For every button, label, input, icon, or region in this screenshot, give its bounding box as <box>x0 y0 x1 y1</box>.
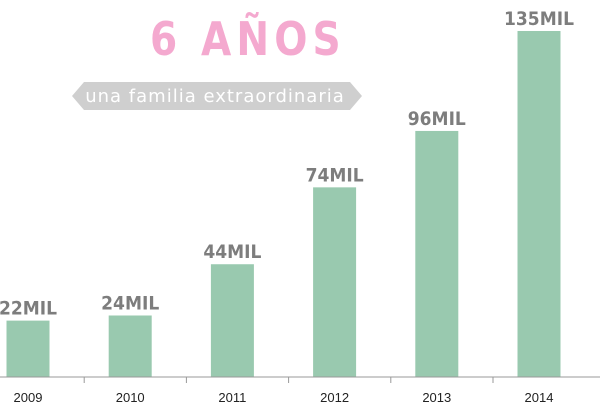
bar-2013 <box>415 130 459 377</box>
x-tick-label-2011: 2011 <box>218 390 246 405</box>
bar-2012 <box>313 187 357 377</box>
bar-2014 <box>517 31 561 377</box>
value-label-2010: 24MIL <box>101 292 159 314</box>
x-tick-label-2014: 2014 <box>525 390 554 405</box>
chart-subtitle: una familia extraordinaria <box>85 86 345 107</box>
value-label-2012: 74MIL <box>306 164 364 186</box>
value-label-2011: 44MIL <box>203 241 261 263</box>
bar-2009 <box>6 320 50 377</box>
subtitle-ribbon <box>72 82 362 110</box>
x-tick-label-2012: 2012 <box>320 390 349 405</box>
x-tick-label-2010: 2010 <box>116 390 145 405</box>
bar-2011 <box>210 264 254 377</box>
x-tick-label-2009: 2009 <box>14 390 43 405</box>
chart-title: 6 AÑOS <box>150 12 346 66</box>
value-label-2014: 135MIL <box>504 8 574 30</box>
ribbon-shape <box>72 82 362 110</box>
x-tick-label-2013: 2013 <box>422 390 451 405</box>
value-label-2013: 96MIL <box>408 108 466 130</box>
bar-2010 <box>108 315 152 377</box>
value-label-2009: 22MIL <box>0 298 57 320</box>
